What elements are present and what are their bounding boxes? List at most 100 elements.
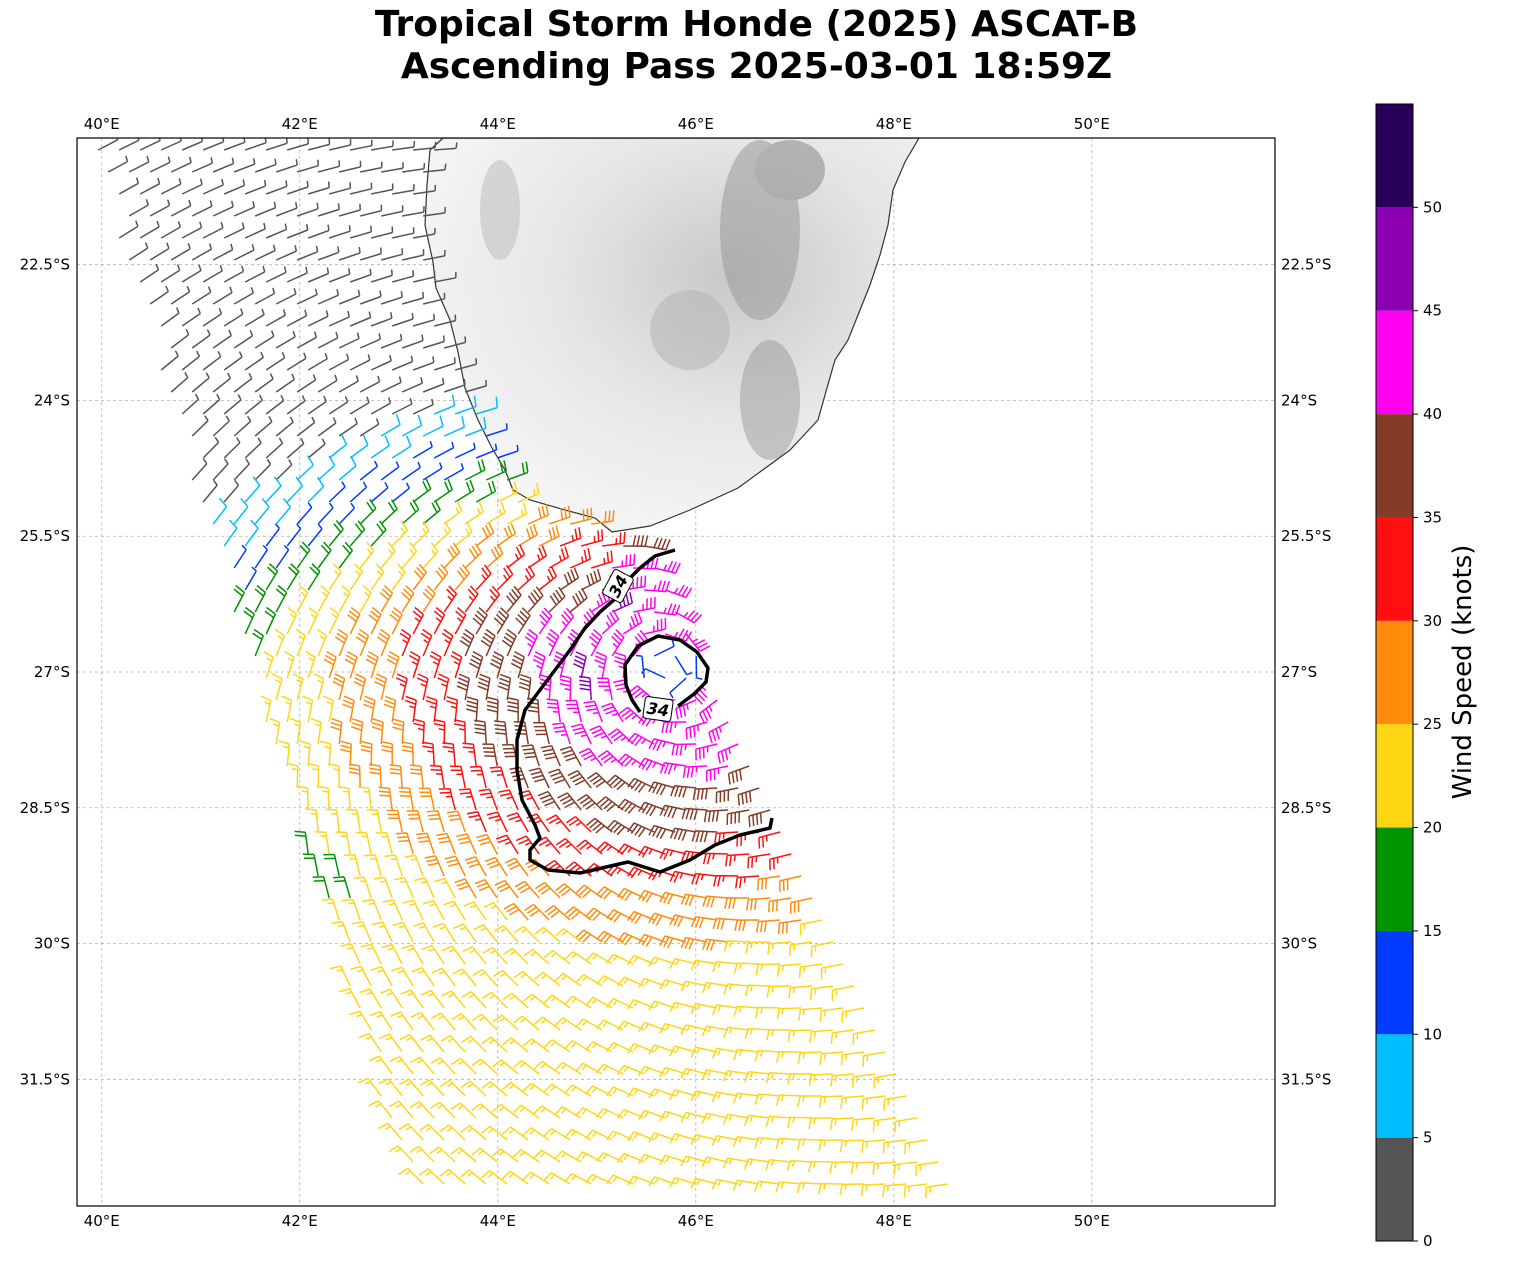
wind-barb (654, 603, 681, 616)
wind-barb (674, 655, 693, 676)
wind-barb (328, 520, 344, 547)
wind-barb (328, 563, 342, 591)
wind-barb (597, 750, 624, 767)
wind-barb (265, 523, 280, 547)
wind-barb (576, 794, 603, 811)
lon-tick-label-bottom: 40°E (84, 1212, 120, 1230)
wind-barb (244, 138, 267, 151)
wind-barb (883, 1095, 907, 1111)
wind-barb (798, 1007, 823, 1021)
wind-barb (442, 742, 456, 767)
wind-barb (464, 379, 488, 393)
wind-barb (632, 629, 648, 657)
lat-tick-label-right: 30°S (1281, 935, 1317, 953)
wind-barb (338, 246, 361, 261)
wind-barb (389, 763, 403, 789)
wind-barb (481, 1125, 508, 1141)
wind-barb (680, 1067, 708, 1079)
wind-barb (202, 479, 218, 503)
wind-barb (543, 994, 571, 1009)
wind-barb (223, 437, 241, 459)
wind-barb (118, 177, 140, 195)
wind-barb (296, 159, 320, 173)
wind-barb (456, 673, 471, 701)
wind-barb (275, 544, 290, 569)
wind-barb (289, 717, 302, 745)
wind-barb (904, 1139, 928, 1155)
wind-barb (454, 878, 477, 899)
wind-barb (381, 248, 404, 261)
wind-barb (596, 886, 624, 900)
wind-barb (691, 830, 718, 843)
wind-barb (422, 415, 444, 437)
wind-barb (379, 988, 403, 1009)
wind-barb (181, 178, 203, 195)
wind-barb (254, 544, 269, 569)
wind-barb (323, 650, 337, 679)
wind-barb (431, 1012, 456, 1031)
wind-barb (370, 354, 392, 371)
wind-barb (690, 1090, 718, 1102)
wind-barb (775, 1181, 802, 1193)
wind-barb (398, 787, 414, 811)
wind-barb (882, 1139, 907, 1154)
wind-barb (463, 901, 487, 921)
wind-barb (434, 314, 457, 327)
wind-barb (680, 1024, 708, 1036)
wind-barb (332, 673, 346, 701)
wind-barb (299, 740, 311, 767)
wind-barb (701, 1112, 729, 1124)
colorbar-tick-label: 25 (1423, 715, 1442, 733)
wind-barb (436, 832, 456, 855)
wind-barb (664, 584, 693, 599)
lat-tick-label-right: 31.5°S (1281, 1070, 1331, 1088)
wind-barb (265, 437, 284, 459)
wind-barb (328, 434, 348, 459)
wind-barb (370, 520, 387, 547)
wind-barb (787, 1029, 813, 1042)
wind-barb (627, 866, 655, 879)
wind-barb (296, 245, 319, 261)
colorbar-tick-label: 50 (1423, 198, 1442, 216)
wind-barb (564, 1172, 592, 1185)
wind-barb (139, 263, 160, 283)
wind-barb (370, 966, 393, 987)
wind-barb (506, 585, 522, 613)
wind-barb (170, 199, 192, 217)
wind-barb (360, 943, 382, 965)
wind-barb (453, 923, 477, 943)
wind-barb (275, 159, 298, 173)
wind-barb (317, 374, 338, 393)
wind-barb (426, 810, 445, 833)
lat-tick-label-right: 28.5°S (1281, 799, 1331, 817)
colorbar-tick-label: 10 (1423, 1025, 1442, 1043)
wind-barb (617, 843, 645, 855)
wind-barb (796, 1138, 823, 1151)
wind-barb (708, 721, 729, 744)
wind-barb (433, 718, 446, 745)
wind-barb (644, 537, 671, 551)
wind-barb (223, 394, 242, 415)
wind-barb (633, 557, 659, 570)
wind-barb (329, 138, 352, 151)
wind-barb (381, 162, 404, 173)
wind-barb (711, 1178, 739, 1190)
wind-barb (534, 926, 561, 943)
wind-barb (430, 1101, 456, 1119)
wind-barb (275, 416, 294, 437)
wind-barb (776, 1050, 802, 1063)
wind-barb (418, 787, 435, 811)
wind-barb (518, 673, 532, 701)
wind-barb (441, 945, 466, 965)
wind-barb (559, 746, 582, 767)
wind-barb (775, 1137, 802, 1150)
wind-barb (644, 617, 667, 635)
wind-barb (477, 673, 491, 701)
wind-barb (659, 1022, 687, 1034)
wind-barb (423, 206, 447, 217)
wind-barb (538, 525, 560, 547)
wind-barb (723, 1026, 750, 1038)
lat-tick-label-right: 22.5°S (1281, 256, 1331, 274)
wind-barb (370, 435, 390, 459)
wind-barb (212, 200, 234, 217)
